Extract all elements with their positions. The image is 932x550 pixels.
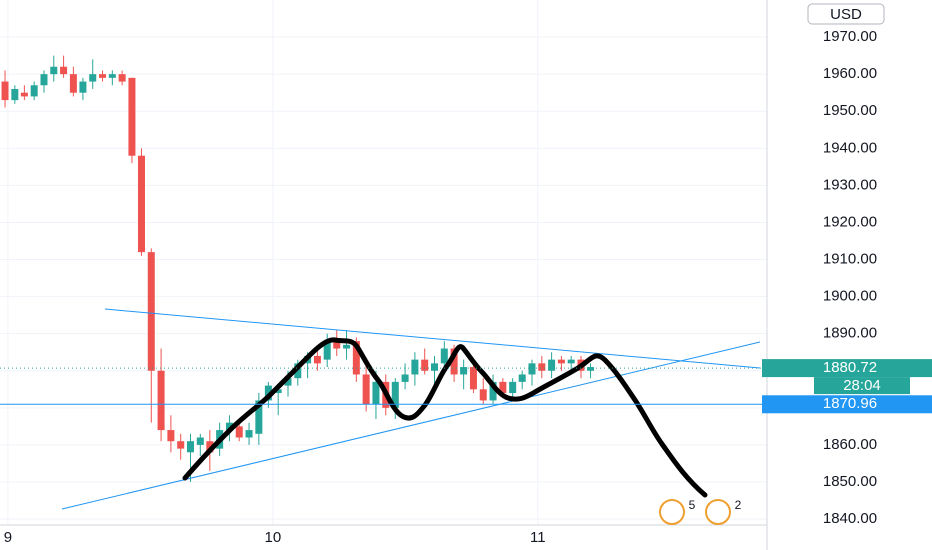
candle-body (489, 381, 497, 401)
candle-body (479, 389, 487, 401)
trend-line-lower (61, 341, 761, 510)
candle-body (69, 74, 77, 93)
candle-body (333, 341, 341, 349)
candle-body (323, 341, 331, 360)
y-tick-label: 1840.00 (823, 510, 877, 527)
pattern-sketch (182, 337, 708, 498)
candle-body (431, 363, 439, 371)
last-price-box (762, 359, 932, 378)
candle-body (264, 385, 272, 401)
candle-body (255, 400, 263, 434)
candle-body (587, 367, 595, 371)
y-tick-label: 1940.00 (823, 139, 877, 156)
candle-body (20, 92, 28, 97)
candle-body (128, 77, 136, 156)
candle-body (206, 441, 214, 453)
candle-body (30, 85, 38, 97)
y-tick-label: 1850.00 (823, 473, 877, 490)
candle-body (147, 252, 155, 371)
y-tick-label: 1910.00 (823, 251, 877, 268)
candle-body (294, 363, 302, 379)
price-line-label: 1870.96 (823, 395, 877, 412)
candle-body (509, 381, 517, 394)
last-price-label: 1880.72 (823, 359, 877, 376)
price-line-box (762, 395, 932, 414)
candle-body (60, 66, 68, 75)
countdown: 28:04 (843, 377, 881, 394)
y-tick-label: 1890.00 (823, 325, 877, 342)
candle-body (177, 441, 185, 449)
candle-body (469, 367, 477, 390)
currency-box[interactable] (807, 3, 885, 25)
candle-body (157, 370, 165, 431)
candle-body (499, 381, 507, 394)
candle-body (167, 430, 175, 442)
event-badge-label: 5 (689, 498, 696, 512)
y-tick-label: 1950.00 (823, 102, 877, 119)
y-tick-label: 1860.00 (823, 436, 877, 453)
candle-body (421, 359, 429, 371)
candle-body (40, 74, 48, 86)
candle-body (352, 341, 360, 375)
candle-body (528, 363, 536, 375)
candle-body (440, 348, 448, 364)
candle-body (245, 430, 253, 438)
candle-body (118, 74, 126, 82)
candle-body (401, 374, 409, 382)
event-badge (659, 499, 685, 525)
candle-body (362, 374, 370, 405)
candle-body (274, 389, 282, 394)
countdown-box (814, 377, 910, 395)
candle-body (99, 74, 107, 78)
candle-body (372, 381, 380, 405)
candle-body (50, 66, 58, 75)
x-tick-label: 11 (530, 529, 546, 546)
x-tick-label: 9 (4, 529, 12, 546)
y-tick-label: 1970.00 (823, 28, 877, 45)
candle-body (460, 367, 468, 375)
candle-body (548, 359, 556, 371)
x-tick-label: 10 (265, 529, 282, 546)
candle-body (235, 426, 243, 438)
candle-body (343, 344, 351, 349)
candle-body (1, 81, 9, 101)
y-tick-label: 1960.00 (823, 65, 877, 82)
candle-body (391, 381, 399, 408)
candle-body (518, 374, 526, 382)
event-badge-label: 2 (735, 498, 742, 512)
candle-body (108, 74, 116, 78)
candle-body (79, 81, 87, 93)
candle-body (89, 74, 97, 82)
candle-body (411, 359, 419, 375)
y-tick-label: 1900.00 (823, 288, 877, 305)
candle-body (196, 437, 204, 445)
candle-body (313, 355, 321, 364)
y-tick-label: 1920.00 (823, 213, 877, 230)
candle-body (284, 378, 292, 386)
candles (1, 55, 595, 482)
candle-body (450, 348, 458, 375)
candle-body (186, 441, 194, 453)
candle-body (225, 422, 233, 431)
candle-body (11, 88, 19, 101)
event-badge (705, 499, 731, 525)
candle-body (567, 359, 575, 364)
y-tick-label: 1930.00 (823, 176, 877, 193)
currency[interactable]: USD (830, 6, 862, 23)
candle-body (137, 155, 145, 253)
candle-body (538, 363, 546, 371)
candle-body (557, 359, 565, 364)
trend-line-upper (104, 308, 761, 369)
